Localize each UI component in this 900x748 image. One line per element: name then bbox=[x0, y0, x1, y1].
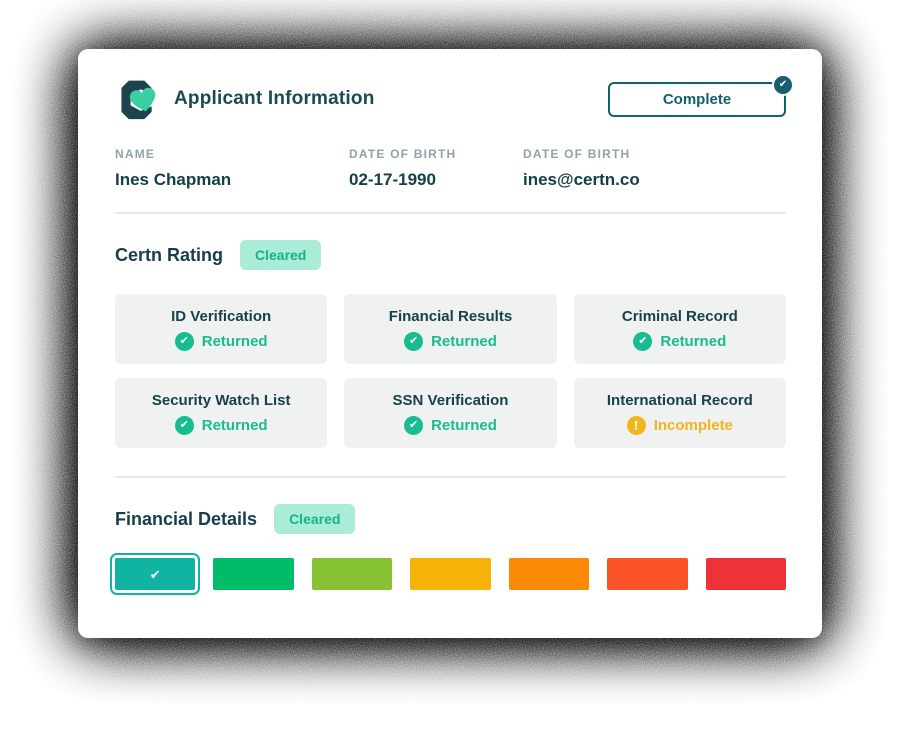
applicant-fields: NAME Ines Chapman DATE OF BIRTH 02-17-19… bbox=[115, 147, 786, 190]
check-name: ID Verification bbox=[171, 307, 272, 325]
check-status: Returned bbox=[174, 331, 268, 351]
financial-rating-scale bbox=[109, 553, 786, 595]
certn-logo bbox=[121, 80, 156, 120]
check-circle-icon bbox=[174, 415, 194, 435]
check-circle-icon bbox=[633, 331, 653, 351]
complete-status-button[interactable]: Complete bbox=[608, 73, 794, 117]
scale-bar-teal[interactable] bbox=[109, 553, 201, 595]
certn-rating-section-header: Certn Rating Cleared bbox=[115, 240, 786, 270]
alert-circle-icon bbox=[626, 415, 646, 435]
field-value: Ines Chapman bbox=[115, 170, 232, 189]
scale-bar-orange[interactable] bbox=[508, 558, 590, 590]
divider bbox=[115, 476, 786, 478]
check-icon bbox=[150, 568, 161, 581]
field-email: DATE OF BIRTH ines@certn.co bbox=[523, 147, 640, 190]
section-title: Financial Details bbox=[115, 508, 258, 529]
scale-bar-orange-red[interactable] bbox=[607, 558, 688, 590]
check-status: Returned bbox=[404, 415, 497, 435]
field-label: NAME bbox=[115, 147, 156, 161]
check-tile-ssn-verification[interactable]: SSN Verification Returned bbox=[344, 378, 557, 448]
status-label: Returned bbox=[660, 332, 727, 350]
financial-details-section-header: Financial Details Cleared bbox=[115, 504, 786, 534]
cleared-badge: Cleared bbox=[240, 240, 322, 270]
check-status: Returned bbox=[633, 331, 727, 351]
divider bbox=[115, 212, 786, 214]
scale-bar-lime[interactable] bbox=[311, 558, 393, 590]
check-tile-security-watch-list[interactable]: Security Watch List Returned bbox=[115, 378, 328, 448]
check-name: Security Watch List bbox=[151, 391, 291, 409]
status-label: Returned bbox=[201, 332, 268, 350]
status-label: Returned bbox=[431, 416, 497, 434]
check-tile-criminal-record[interactable]: Criminal Record Returned bbox=[573, 294, 786, 364]
scale-bar-green[interactable] bbox=[213, 558, 294, 590]
status-label: Returned bbox=[431, 332, 497, 350]
check-circle-icon bbox=[174, 331, 194, 351]
status-label: Incomplete bbox=[653, 416, 733, 434]
page-title: Applicant Information bbox=[174, 88, 375, 109]
check-status: Returned bbox=[174, 415, 268, 435]
field-name: NAME Ines Chapman bbox=[115, 147, 349, 190]
section-title: Certn Rating bbox=[115, 244, 223, 265]
field-label: DATE OF BIRTH bbox=[523, 147, 631, 161]
check-circle-icon bbox=[404, 415, 424, 435]
card-header: Applicant Information Complete bbox=[115, 73, 794, 121]
field-value: 02-17-1990 bbox=[349, 170, 436, 189]
check-name: Financial Results bbox=[388, 307, 513, 325]
scale-bar-red[interactable] bbox=[705, 558, 786, 590]
checks-grid: ID Verification Returned Financial Resul… bbox=[115, 294, 786, 448]
field-label: DATE OF BIRTH bbox=[349, 147, 457, 161]
check-circle-icon bbox=[404, 331, 424, 351]
scale-bar-yellow[interactable] bbox=[410, 558, 491, 590]
field-date-of-birth: DATE OF BIRTH 02-17-1990 bbox=[349, 147, 523, 190]
check-name: SSN Verification bbox=[392, 391, 509, 409]
check-badge-icon bbox=[772, 73, 794, 96]
complete-label: Complete bbox=[662, 90, 732, 108]
check-name: International Record bbox=[606, 391, 753, 409]
status-label: Returned bbox=[201, 416, 268, 434]
check-tile-financial-results[interactable]: Financial Results Returned bbox=[344, 294, 557, 364]
check-tile-international-record[interactable]: International Record Incomplete bbox=[573, 378, 786, 448]
check-name: Criminal Record bbox=[621, 307, 738, 325]
check-status: Incomplete bbox=[626, 415, 733, 435]
check-tile-id-verification[interactable]: ID Verification Returned bbox=[115, 294, 328, 364]
field-value: ines@certn.co bbox=[523, 170, 640, 189]
check-status: Returned bbox=[404, 331, 497, 351]
applicant-card: Applicant Information Complete NAME Ines… bbox=[78, 49, 822, 638]
cleared-badge: Cleared bbox=[274, 504, 356, 534]
